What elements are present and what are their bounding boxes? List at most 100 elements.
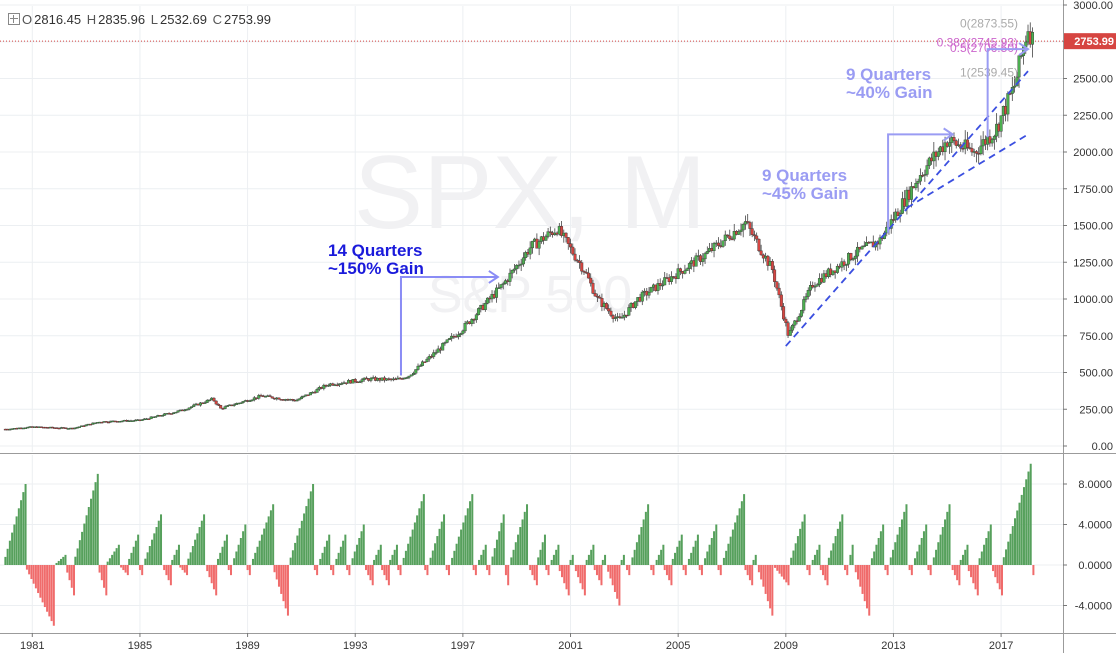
streak-bar-up <box>710 538 713 565</box>
streak-bar-up <box>482 549 485 565</box>
streak-bar-up <box>251 558 254 565</box>
candle-up <box>620 317 624 319</box>
candle-down <box>290 399 294 401</box>
time-tick-label: 2013 <box>881 640 905 652</box>
streak-bar-up <box>92 490 95 565</box>
candle-up <box>315 389 319 393</box>
streak-bar-up <box>113 551 116 565</box>
candle-down <box>625 314 629 317</box>
candle-up <box>441 343 445 351</box>
candle-up <box>923 174 927 176</box>
candle-up <box>174 411 178 414</box>
streak-bar-up <box>457 536 460 565</box>
streak-bar-up <box>115 548 118 565</box>
streak-bar-up <box>303 513 306 565</box>
candle-down <box>219 405 223 409</box>
candle-down <box>748 222 752 229</box>
streak-bar-up <box>898 527 901 565</box>
streak-bar-down <box>616 565 619 599</box>
streak-bar-down <box>717 565 720 571</box>
streak-bar-up <box>265 522 268 565</box>
legend-toggle-icon[interactable] <box>8 13 20 25</box>
streak-bar-up <box>11 532 14 565</box>
candle-down <box>750 228 754 235</box>
streak-bar-down <box>32 565 35 584</box>
candle-down <box>726 234 730 237</box>
streak-bar-down <box>846 565 849 576</box>
streak-bar-up <box>939 534 942 565</box>
streak-bar-down <box>574 565 577 572</box>
streak-bar-up <box>351 558 354 565</box>
streak-bar-up <box>148 546 151 565</box>
streak-bar-up <box>811 559 814 565</box>
candle-up <box>860 246 864 250</box>
streak-bar-up <box>587 554 590 565</box>
candle-up <box>250 399 254 402</box>
streak-bar-up <box>729 536 732 565</box>
candle-up <box>544 236 548 241</box>
streak-bar-up <box>680 534 683 565</box>
candle-up <box>203 402 207 404</box>
streak-bar-up <box>818 544 821 565</box>
candle-up <box>1013 85 1017 88</box>
streak-bar-down <box>908 565 911 571</box>
streak-bar-up <box>500 522 503 565</box>
candle-up <box>508 272 512 282</box>
candle-up <box>844 263 848 266</box>
streak-bar-down <box>277 565 280 587</box>
streak-bar-up <box>657 554 660 565</box>
candle-down <box>598 296 602 299</box>
candle-up <box>613 317 617 319</box>
streak-bar-down <box>760 565 763 580</box>
streak-bar-up <box>339 546 342 565</box>
close-key: C <box>212 12 223 27</box>
streak-bar-down <box>927 565 930 571</box>
candle-down <box>954 140 958 146</box>
streak-bar-down <box>547 565 550 576</box>
candle-up <box>647 292 651 296</box>
candle-down <box>364 377 368 380</box>
candle-down <box>107 421 111 424</box>
streak-bar-up <box>151 539 154 565</box>
streak-bar-down <box>774 565 777 568</box>
candle-down <box>566 237 570 244</box>
streak-bar-up <box>676 546 679 565</box>
candle-down <box>548 231 552 233</box>
streak-bar-up <box>892 549 895 565</box>
streak-bar-down <box>167 565 170 581</box>
candle-up <box>943 142 947 152</box>
time-tick-label: 2001 <box>558 640 582 652</box>
streak-bar-down <box>48 565 51 617</box>
candle-up <box>990 139 994 144</box>
streak-bar-up <box>15 516 18 565</box>
candle-up <box>519 263 523 266</box>
streak-bar-down <box>215 565 218 596</box>
streak-bar-up <box>966 544 969 565</box>
streak-bar-up <box>469 501 472 565</box>
streak-bar-down <box>865 565 868 609</box>
candle-up <box>443 342 447 344</box>
streak-bar-up <box>849 554 852 565</box>
annotation-arrow <box>986 48 1029 138</box>
streak-bar-up <box>108 558 111 565</box>
streak-bar-up <box>153 533 156 565</box>
candles-group <box>3 22 1035 431</box>
streak-bar-up <box>879 531 882 565</box>
streak-bar-down <box>286 565 289 616</box>
streak-bar-up <box>727 543 730 565</box>
candle-up <box>634 301 638 308</box>
streak-bar-up <box>495 539 498 565</box>
streak-bar-up <box>440 521 443 565</box>
streak-bar-up <box>146 552 149 565</box>
streak-bar-down <box>910 565 913 576</box>
streak-bar-down <box>39 565 42 598</box>
high-value: 2835.96 <box>98 12 146 27</box>
streak-bar-up <box>221 546 224 565</box>
candle-up <box>853 255 857 259</box>
streak-bar-up <box>55 562 58 565</box>
streak-bar-down <box>778 565 781 574</box>
streak-bar-down <box>103 565 106 588</box>
streak-bar-down <box>472 565 475 571</box>
streak-bar-down <box>369 565 372 581</box>
